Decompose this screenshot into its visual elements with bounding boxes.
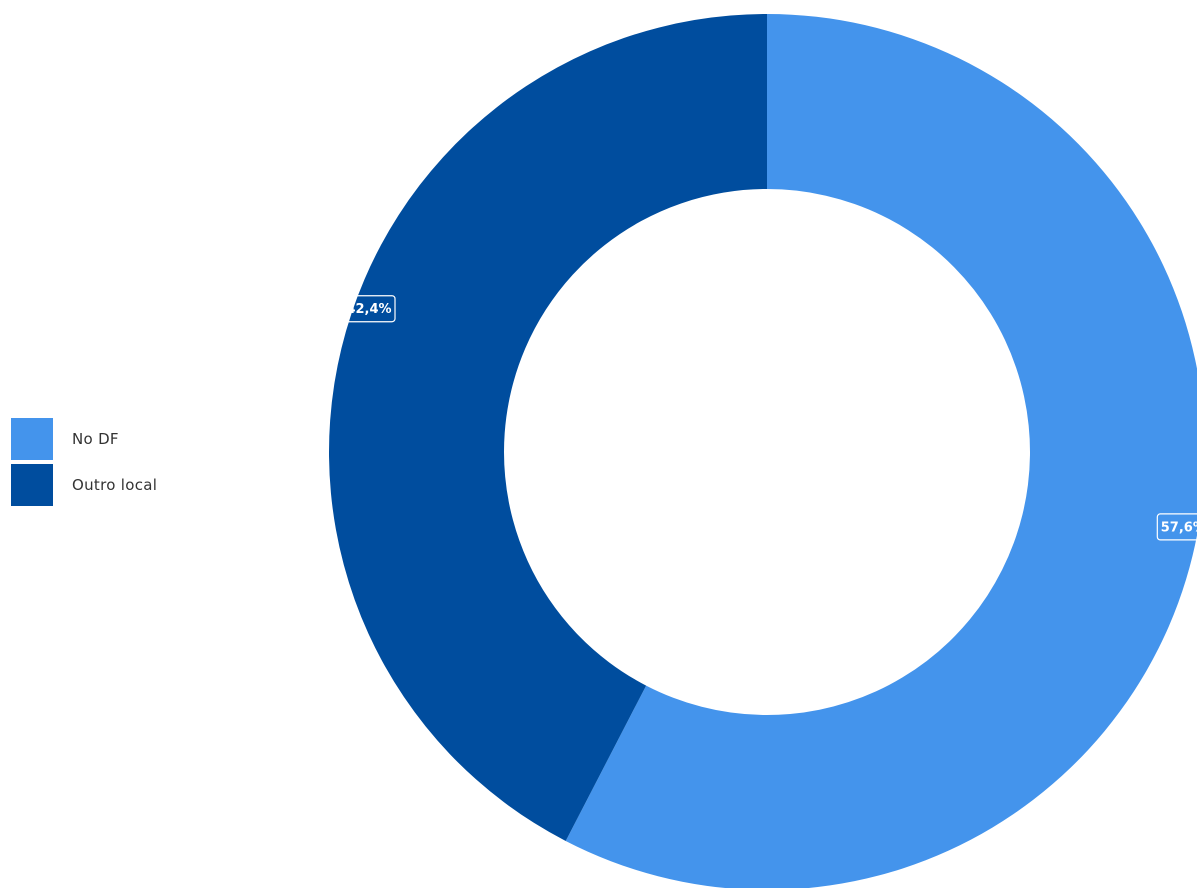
data-label-outro-local: 42,4% <box>342 295 396 323</box>
chart-legend: No DF Outro local <box>11 417 157 509</box>
legend-item-no-df[interactable]: No DF <box>11 417 157 461</box>
legend-label-no-df: No DF <box>72 430 119 448</box>
legend-swatch-no-df <box>11 418 53 460</box>
legend-swatch-outro-local <box>11 464 53 506</box>
data-label-box <box>342 295 396 323</box>
data-label-box <box>1156 513 1197 541</box>
slice-no-df[interactable] <box>565 14 1197 890</box>
data-label-text: 57,6% <box>1161 520 1197 535</box>
legend-label-outro-local: Outro local <box>72 476 158 494</box>
data-label-no-df: 57,6% <box>1156 513 1197 541</box>
slice-outro-local[interactable] <box>329 14 767 842</box>
data-label-text: 42,4% <box>346 302 391 317</box>
legend-item-outro-local[interactable]: Outro local <box>11 463 157 507</box>
